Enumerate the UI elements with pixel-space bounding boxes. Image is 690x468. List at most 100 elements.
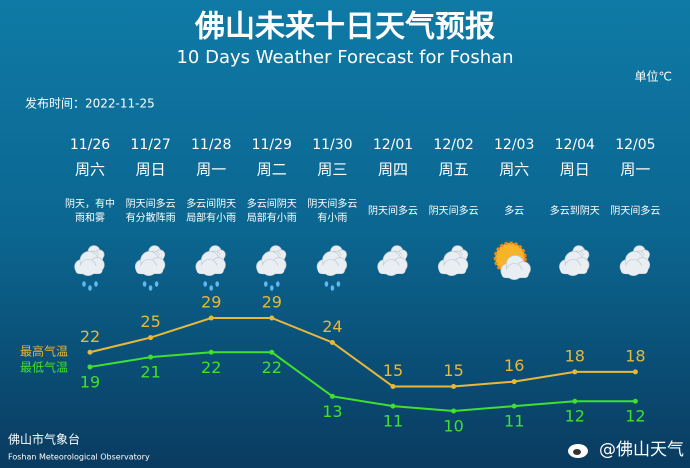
line	[89, 351, 636, 413]
date-label: 11/26	[70, 137, 110, 153]
point	[451, 408, 457, 414]
date-label: 12/02	[433, 137, 473, 153]
point	[208, 315, 214, 321]
value-label: 22	[201, 358, 221, 377]
cloud-base	[196, 265, 224, 274]
chart-title: 佛山未来十日天气预报	[194, 10, 495, 45]
issued: 发布时间：2022-11-25	[25, 96, 155, 111]
point	[632, 398, 638, 404]
weekday-label: 周五	[439, 161, 469, 179]
weather-icon	[437, 245, 469, 277]
cloud-base	[439, 265, 467, 274]
condition-label: 阴天间多云	[126, 197, 176, 210]
weather-icon	[377, 245, 408, 277]
weather-icon	[619, 245, 650, 277]
weather-icon	[195, 245, 226, 291]
legend-label: 最低气温	[20, 360, 68, 375]
rain-drop	[324, 281, 329, 287]
value-label: 11	[504, 412, 524, 431]
value-label: 22	[262, 358, 282, 377]
cloud-base	[75, 265, 103, 274]
weekday-label: 周一	[620, 161, 650, 179]
weather-icon	[134, 245, 166, 291]
date-label: 12/03	[494, 137, 534, 153]
weather-icon	[559, 245, 590, 277]
point	[87, 364, 93, 370]
point	[148, 335, 154, 341]
line	[89, 317, 636, 388]
date-label: 11/30	[312, 137, 352, 153]
date-label: 11/27	[130, 137, 170, 153]
point	[511, 403, 517, 409]
cloud-base	[560, 265, 588, 274]
rain-drop	[82, 281, 86, 287]
condition-label: 阴天间多云	[429, 204, 479, 217]
value-label: 11	[383, 412, 403, 431]
rain-drop	[88, 285, 92, 291]
value-label: 29	[262, 293, 282, 312]
condition-label: 局部有小雨	[186, 211, 236, 224]
condition-label: 有分散阵雨	[126, 211, 176, 224]
cloud-base	[317, 265, 345, 274]
value-label: 25	[140, 312, 160, 331]
value-label: 22	[80, 327, 100, 346]
value-label: 15	[383, 361, 403, 380]
weekday-label: 周日	[560, 161, 590, 179]
point	[390, 403, 396, 409]
rain-drop	[330, 285, 335, 291]
condition-label: 阴天间多云	[610, 204, 660, 217]
value-label: 12	[625, 407, 645, 426]
weather-icon	[493, 241, 531, 281]
rain-drop	[148, 285, 153, 291]
rain-drop	[276, 281, 280, 287]
rain-drop	[209, 285, 213, 291]
value-label: 21	[140, 363, 160, 382]
date-label: 12/01	[373, 137, 413, 153]
watermark: @佛山天气	[599, 440, 684, 460]
footer: 佛山市气象台	[8, 432, 80, 447]
rain-drop	[336, 281, 341, 287]
weekday-label: 周日	[136, 161, 166, 179]
cloud-base	[501, 269, 529, 278]
weekday-label: 周四	[378, 161, 408, 179]
rain-drop	[94, 281, 98, 287]
point	[208, 349, 214, 355]
point	[572, 369, 578, 375]
condition-label: 有小雨	[317, 211, 347, 224]
point	[269, 349, 275, 355]
date-label: 11/28	[191, 137, 231, 153]
rain-drop	[154, 281, 159, 287]
condition-label: 阴天间多云	[368, 204, 418, 217]
rain-drop	[264, 281, 268, 287]
condition-label: 阴天间多云	[307, 197, 357, 210]
value-label: 18	[625, 346, 645, 365]
rain-drop	[142, 281, 147, 287]
value-label: 16	[504, 356, 524, 375]
weather-icon	[74, 245, 105, 291]
value-label: 29	[201, 293, 221, 312]
value-label: 10	[443, 417, 463, 436]
value-label: 13	[322, 402, 342, 421]
subtitle: 10 Days Weather Forecast for Foshan	[176, 47, 513, 68]
weekday-label: 周六	[499, 161, 529, 179]
weather-icon	[316, 245, 347, 291]
condition-label: 雨和雾	[75, 212, 105, 224]
point	[269, 315, 275, 321]
condition-label: 多云间阴天	[247, 197, 297, 210]
weather-icon	[256, 245, 287, 291]
point	[451, 384, 457, 390]
cloud-base	[620, 265, 648, 274]
rain-drop	[215, 281, 219, 287]
point	[329, 339, 335, 345]
rain-drop	[270, 285, 274, 291]
point	[632, 369, 638, 375]
condition-label: 多云间阴天	[186, 197, 236, 210]
weekday-label: 周六	[75, 161, 105, 179]
cloud-base	[136, 265, 164, 274]
value-label: 18	[565, 346, 585, 365]
weibo-icon	[568, 444, 588, 458]
point	[148, 354, 154, 360]
weekday-label: 周二	[257, 161, 287, 179]
